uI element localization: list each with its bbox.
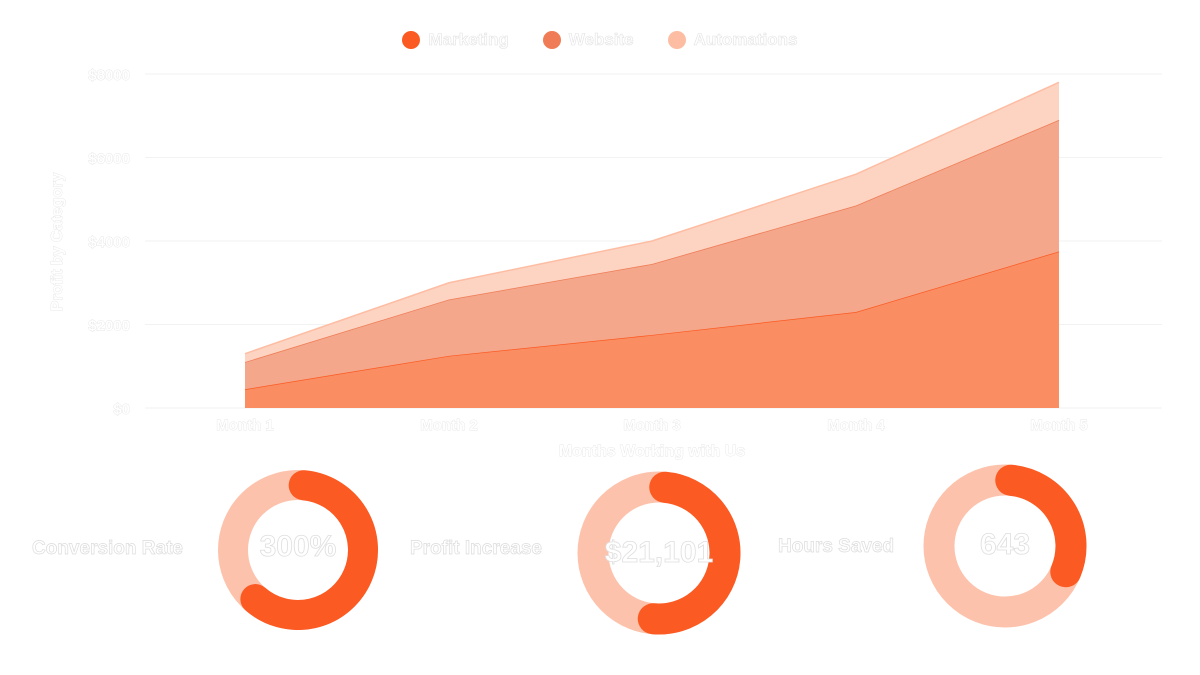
- area-marketing: [245, 251, 1059, 408]
- y-tick-label: $0: [113, 401, 130, 418]
- y-tick-label: $2000: [88, 318, 130, 335]
- stacked-area-chart: $0 $2000 $4000 $6000 $8000 Month 1 Month 2 Mont…: [49, 67, 1162, 460]
- kpi-value: $21,101: [604, 536, 714, 570]
- area-website: [245, 119, 1059, 390]
- kpi-value: 643: [979, 528, 1031, 562]
- legend-item-website[interactable]: Website: [542, 30, 634, 50]
- x-tick-label: Month 1: [216, 417, 274, 434]
- kpi-value: 300%: [259, 530, 337, 564]
- x-tick-label: Month 2: [420, 417, 478, 434]
- kpi-label: Profit Increase: [410, 538, 543, 560]
- y-axis-title: Profit by Category: [49, 173, 66, 312]
- donut-ring: [577, 471, 741, 635]
- x-tick-label: Month 4: [827, 417, 885, 434]
- y-tick-label: $6000: [88, 151, 130, 168]
- donut-ring: [218, 470, 378, 630]
- kpi-label: Conversion Rate: [32, 538, 184, 560]
- legend-label: Marketing: [428, 30, 509, 50]
- legend-label: Automations: [693, 30, 798, 50]
- chart-legend: Marketing Website Automations: [0, 30, 1200, 50]
- x-axis-title: Months Working with Us: [559, 443, 745, 460]
- area-automations: [245, 82, 1059, 363]
- legend-swatch-marketing: [402, 31, 421, 49]
- legend-item-automations[interactable]: Automations: [667, 30, 798, 50]
- legend-swatch-website: [542, 31, 561, 49]
- area-series: [244, 81, 1060, 408]
- legend-swatch-automations: [667, 31, 686, 49]
- x-tick-label: Month 5: [1030, 417, 1088, 434]
- legend-label: Website: [568, 30, 634, 50]
- donut-ring: [923, 464, 1087, 628]
- donut-progress-arc: [240, 470, 378, 630]
- y-tick-label: $4000: [88, 234, 130, 251]
- y-tick-label: $8000: [88, 67, 130, 84]
- donut-progress-arc: [637, 471, 741, 635]
- donut-progress-arc: [995, 464, 1087, 588]
- axis-ticks: $0 $2000 $4000 $6000 $8000 Month 1 Month 2 Mont…: [88, 67, 1088, 435]
- x-tick-label: Month 3: [623, 417, 681, 434]
- legend-item-marketing[interactable]: Marketing: [402, 30, 509, 50]
- kpi-label: Hours Saved: [778, 536, 895, 558]
